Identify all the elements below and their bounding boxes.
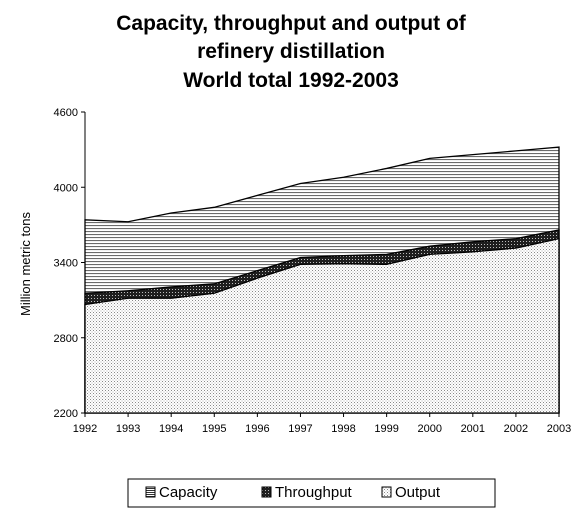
chart-title: Capacity, throughput and output of refin… [116, 12, 467, 92]
x-tick-label: 2003 [547, 423, 571, 435]
chart-title-line-1: Capacity, throughput and output of [116, 12, 467, 35]
x-tick-label: 1994 [159, 423, 183, 435]
x-tick-label: 2001 [461, 423, 485, 435]
legend-box [127, 478, 496, 508]
x-tick-label: 1999 [374, 423, 398, 435]
y-tick-label: 4000 [54, 182, 78, 194]
y-tick-label: 3400 [54, 258, 78, 270]
x-tick-label: 2002 [504, 423, 528, 435]
legend-item-throughput: Throughput [261, 484, 353, 501]
series-areas [84, 146, 560, 414]
legend-item-output: Output [381, 484, 441, 501]
x-tick-label: 1998 [331, 423, 355, 435]
x-tick-label: 1996 [245, 423, 269, 435]
legend-swatch [145, 486, 156, 498]
legend-swatch [261, 486, 272, 498]
x-tick-label: 1997 [288, 423, 312, 435]
y-tick-label: 4600 [54, 107, 78, 119]
legend-label: Capacity [159, 484, 218, 501]
y-axis-ticks: 2200 2800 3400 4000 4600 [54, 107, 85, 420]
area-output [84, 237, 560, 414]
legend-swatch [381, 486, 392, 498]
chart-title-line-3: World total 1992-2003 [183, 69, 399, 92]
x-axis-ticks: 1992 1993 1994 1995 1996 1997 1998 1999 2000 2001… [73, 413, 571, 435]
legend-label: Output [395, 484, 441, 501]
x-tick-label: 2000 [417, 423, 441, 435]
y-tick-label: 2200 [54, 408, 78, 420]
x-tick-label: 1995 [202, 423, 226, 435]
legend-item-capacity: Capacity [145, 484, 218, 501]
y-axis-title: Million metric tons [18, 211, 33, 316]
x-tick-label: 1992 [73, 423, 97, 435]
x-tick-label: 1993 [116, 423, 140, 435]
y-tick-label: 2800 [54, 333, 78, 345]
legend-label: Throughput [275, 484, 353, 501]
chart-title-line-2: refinery distillation [197, 40, 385, 63]
legend: Capacity Throughput Output [127, 478, 496, 508]
